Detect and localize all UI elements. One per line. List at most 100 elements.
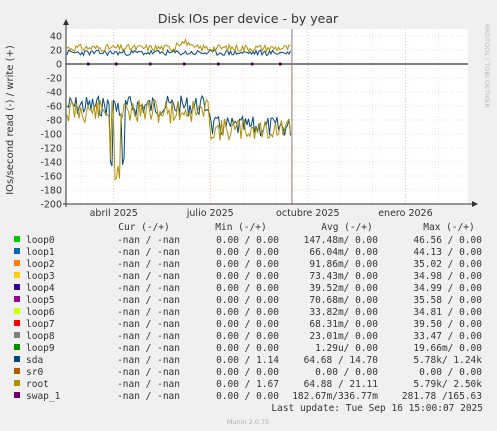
- legend-swatch-sda: [14, 356, 20, 362]
- legend-name: loop4: [26, 283, 55, 294]
- legend-min: 0.00 / 1.67: [216, 379, 279, 390]
- y-tick-label: -180: [40, 186, 62, 197]
- legend-avg: 66.04m/ 0.00: [309, 247, 378, 258]
- munin-version: Munin 2.0.75: [227, 418, 270, 426]
- legend-cur: -nan / -nan: [117, 343, 180, 354]
- legend-name: loop2: [26, 259, 55, 270]
- legend-header-min: Min (-/+): [215, 222, 266, 233]
- legend-avg: 23.01m/ 0.00: [309, 331, 378, 342]
- legend-max: 0.00 / 0.00: [419, 367, 482, 378]
- legend-avg: 91.86m/ 0.00: [309, 259, 378, 270]
- legend-min: 0.00 / 1.14: [216, 355, 279, 366]
- legend-name: swap_1: [26, 391, 61, 402]
- legend-row-loop3: loop3 -nan / -nan 0.00 / 0.00 73.43m/ 0.00 3…: [14, 271, 482, 282]
- legend-row-loop0: loop0 -nan / -nan 0.00 / 0.00 147.48m/ 0.00…: [14, 235, 482, 246]
- legend-name: loop7: [26, 319, 55, 330]
- legend-swatch-loop3: [14, 272, 20, 278]
- root-read-line: [66, 99, 291, 181]
- legend-cur: -nan / -nan: [117, 235, 180, 246]
- legend-swatch-loop4: [14, 284, 20, 290]
- rrdtool-watermark: RRDTOOL / TOBI OETIKER: [483, 24, 491, 108]
- legend-avg: 182.67m/336.77m: [292, 391, 378, 402]
- legend-swatch-loop2: [14, 260, 20, 266]
- legend-name: loop8: [26, 331, 55, 342]
- legend-max: 34.81 / 0.00: [413, 307, 482, 318]
- chart-title: Disk IOs per device - by year: [158, 11, 339, 26]
- legend-name: loop9: [26, 343, 55, 354]
- y-tick-label: -80: [46, 116, 62, 127]
- x-tick-label: octubre 2025: [276, 208, 340, 219]
- y-tick-label: 20: [50, 46, 62, 57]
- legend-avg: 33.82m/ 0.00: [309, 307, 378, 318]
- legend-name: root: [26, 379, 49, 390]
- legend-swatch-loop0: [14, 236, 20, 242]
- legend-min: 0.00 / 0.00: [216, 367, 279, 378]
- legend-row-root: root -nan / -nan 0.00 / 1.67 64.88 / 21.11 5…: [14, 379, 482, 390]
- legend-cur: -nan / -nan: [117, 247, 180, 258]
- legend-cur: -nan / -nan: [117, 295, 180, 306]
- legend-name: sr0: [26, 367, 43, 378]
- legend-row-loop9: loop9 -nan / -nan 0.00 / 0.00 1.29u/ 0.00 19…: [14, 343, 482, 354]
- legend-min: 0.00 / 0.00: [216, 247, 279, 258]
- legend-cur: -nan / -nan: [117, 379, 180, 390]
- legend-avg: 39.52m/ 0.00: [309, 283, 378, 294]
- legend-swatch-loop9: [14, 344, 20, 350]
- legend-row-sda: sda -nan / -nan 0.00 / 1.14 64.68 / 14.70 5.…: [14, 355, 482, 366]
- legend-row-loop5: loop5 -nan / -nan 0.00 / 0.00 70.68m/ 0.00 3…: [14, 295, 482, 306]
- legend-cur: -nan / -nan: [117, 259, 180, 270]
- axes: 40 20 0 -20 -40 -60 -80 -100 -120 -140 -160 -180 -20…: [40, 19, 478, 219]
- legend-max: 35.58 / 0.00: [413, 295, 482, 306]
- legend-name: sda: [26, 355, 43, 366]
- legend-name: loop5: [26, 295, 55, 306]
- legend-min: 0.00 / 0.00: [216, 331, 279, 342]
- legend-name: loop1: [26, 247, 55, 258]
- grid: [66, 29, 468, 205]
- legend-cur: -nan / -nan: [117, 391, 180, 402]
- y-tick-label: -20: [46, 74, 62, 85]
- y-tick-label: 40: [50, 32, 62, 43]
- legend-swatch-loop5: [14, 296, 20, 302]
- legend-min: 0.00 / 0.00: [216, 295, 279, 306]
- legend-swatch-sr0: [14, 368, 20, 374]
- x-axis-arrow: [472, 201, 478, 207]
- legend-avg: 68.31m/ 0.00: [309, 319, 378, 330]
- legend-max: 19.66m/ 0.00: [413, 343, 482, 354]
- legend-avg: 64.88 / 21.11: [304, 379, 379, 390]
- legend-cur: -nan / -nan: [117, 307, 180, 318]
- legend-max: 281.78 /165.63: [402, 391, 482, 402]
- y-tick-label: -200: [40, 200, 62, 211]
- y-tick-label: -40: [46, 88, 62, 99]
- y-tick-label: -160: [40, 172, 62, 183]
- legend-row-loop7: loop7 -nan / -nan 0.00 / 0.00 68.31m/ 0.00 3…: [14, 319, 482, 330]
- legend-swatch-loop1: [14, 248, 20, 254]
- legend-max: 5.78k/ 1.24k: [413, 355, 482, 366]
- legend-swatch-root: [14, 380, 20, 386]
- y-tick-label: -60: [46, 102, 62, 113]
- legend-max: 46.56 / 0.00: [413, 235, 482, 246]
- legend-max: 5.79k/ 2.50k: [413, 379, 482, 390]
- legend-avg: 0.00 / 0.00: [315, 367, 378, 378]
- y-tick-label: 0: [56, 60, 62, 71]
- legend-header-avg: Avg (-/+): [321, 222, 372, 233]
- legend-cur: -nan / -nan: [117, 331, 180, 342]
- legend-row-loop4: loop4 -nan / -nan 0.00 / 0.00 39.52m/ 0.00 3…: [14, 283, 482, 294]
- legend-cur: -nan / -nan: [117, 283, 180, 294]
- legend-avg: 64.68 / 14.70: [304, 355, 379, 366]
- x-tick-label: abril 2025: [90, 208, 138, 219]
- y-tick-label: -100: [40, 130, 62, 141]
- legend-min: 0.00 / 0.00: [216, 319, 279, 330]
- legend-avg: 147.48m/ 0.00: [304, 235, 379, 246]
- legend-row-loop2: loop2 -nan / -nan 0.00 / 0.00 91.86m/ 0.00 3…: [14, 259, 482, 270]
- legend-row-swap_1: swap_1 -nan / -nan 0.00 / 0.00 182.67m/336.…: [14, 391, 482, 402]
- legend-avg: 73.43m/ 0.00: [309, 271, 378, 282]
- x-tick-label: julio 2025: [186, 208, 234, 219]
- legend-cur: -nan / -nan: [117, 319, 180, 330]
- y-axis-label: IOs/second read (-) / write (+): [5, 45, 16, 195]
- legend-name: loop3: [26, 271, 55, 282]
- y-axis-arrow: [63, 19, 69, 25]
- legend-max: 34.99 / 0.00: [413, 283, 482, 294]
- last-update: Last update: Tue Sep 16 15:00:07 2025: [271, 403, 483, 414]
- legend-row-loop6: loop6 -nan / -nan 0.00 / 0.00 33.82m/ 0.00 3…: [14, 307, 482, 318]
